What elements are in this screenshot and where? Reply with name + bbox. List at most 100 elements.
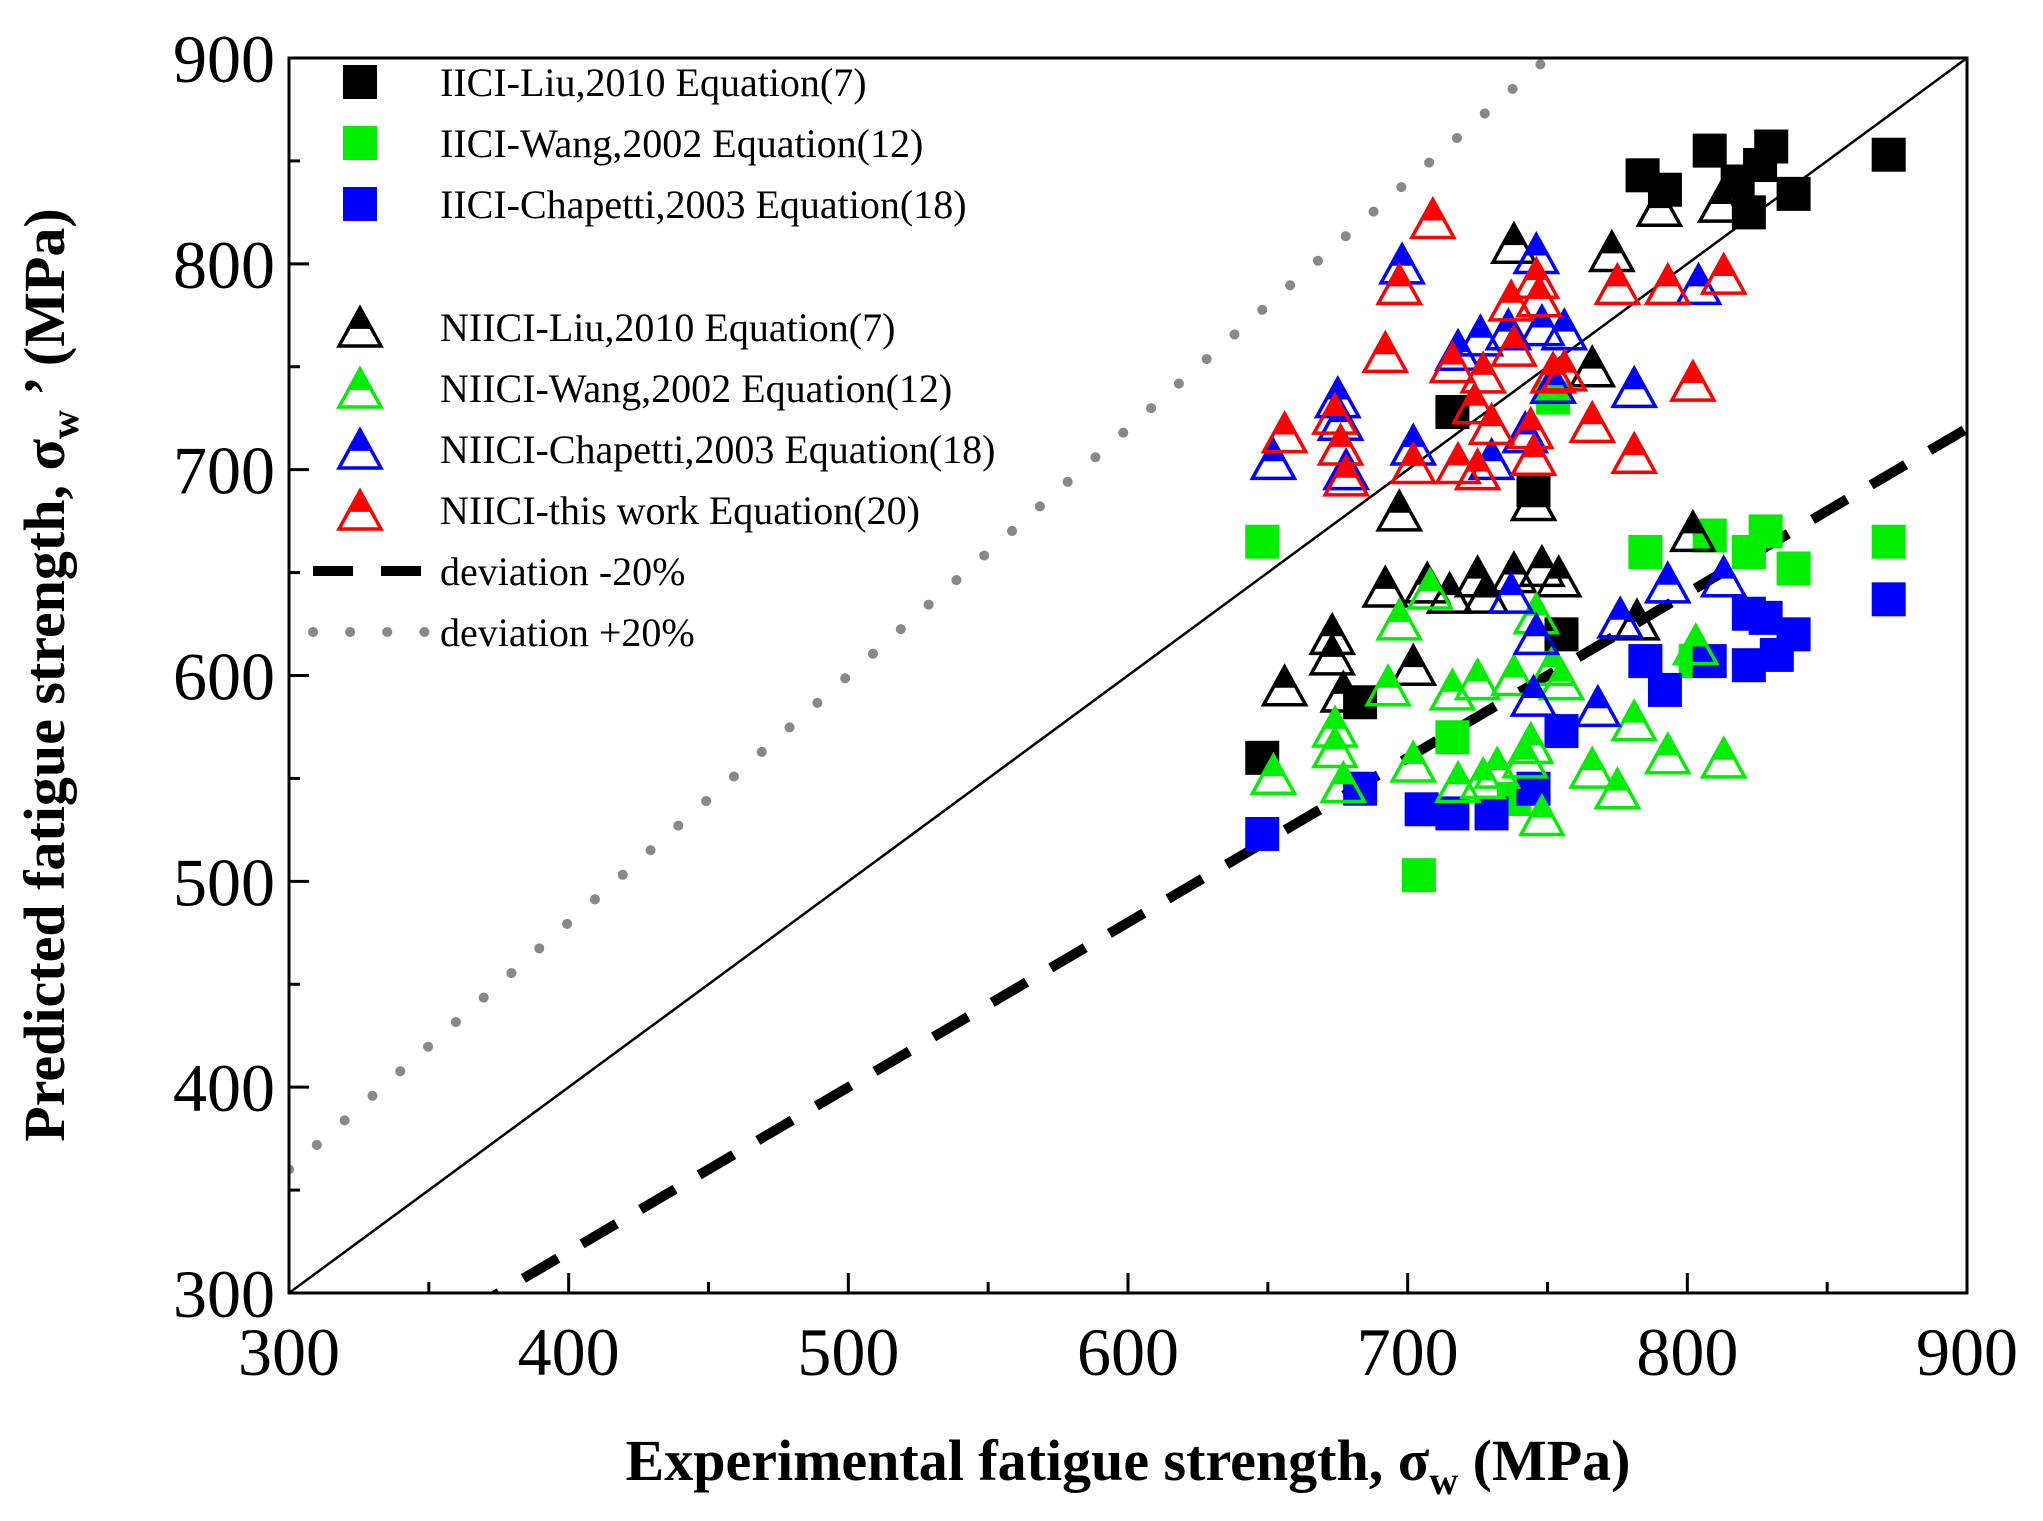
- y-tick-label-800: 800: [173, 227, 275, 303]
- point-niici-wang-2002-equation-12-22: [1610, 698, 1659, 742]
- series-niici-liu-2010-equation-7: [1260, 179, 1745, 713]
- legend-label-deviation-20: deviation -20%: [440, 549, 686, 594]
- y-tick-label-500: 500: [173, 844, 275, 920]
- point-niici-wang-2002-equation-12-0: [1249, 751, 1298, 796]
- point-niici-this-work-equation-20-13: [1467, 401, 1516, 446]
- point-niici-this-work-equation-20-27: [1699, 251, 1748, 295]
- legend-symbol-niici-wang-2002-equation-12: [336, 365, 384, 409]
- point-niici-wang-2002-equation-12-5: [1375, 597, 1424, 641]
- point-niici-liu-2010-equation-7-12: [1509, 477, 1558, 522]
- point-niici-chapetti-2003-equation-18-7: [1456, 313, 1505, 357]
- legend-symbol-iici-liu-2010-equation-7: [343, 65, 377, 99]
- point-niici-chapetti-2003-equation-18-23: [1699, 554, 1748, 598]
- point-niici-liu-2010-equation-7-8: [1425, 570, 1474, 614]
- y-axis-title-suffix: ’ (MPa): [12, 208, 77, 410]
- point-niici-wang-2002-equation-12-3: [1319, 759, 1368, 804]
- legend-label-niici-wang-2002-equation-12: NIICI-Wang,2002 Equation(12): [440, 366, 952, 411]
- point-niici-chapetti-2003-equation-18-20: [1610, 364, 1659, 409]
- x-axis-title-sub: w: [1429, 1458, 1458, 1503]
- point-iici-liu-2010-equation-7-13: [1871, 137, 1906, 172]
- point-niici-this-work-equation-20-10: [1450, 381, 1499, 425]
- point-iici-chapetti-2003-equation-18-14: [1776, 617, 1811, 652]
- point-iici-wang-2002-equation-12-5: [1628, 535, 1663, 569]
- point-niici-wang-2002-equation-12-24: [1671, 622, 1720, 666]
- point-iici-liu-2010-equation-7-7: [1692, 133, 1727, 168]
- legend-symbol-niici-this-work-equation-20: [336, 487, 384, 531]
- point-niici-chapetti-2003-equation-18-21: [1643, 560, 1692, 604]
- y-tick-label-600: 600: [173, 639, 275, 715]
- point-iici-chapetti-2003-equation-18-8: [1647, 672, 1682, 707]
- series-niici-this-work-equation-20: [1260, 195, 1748, 497]
- legend-item-deviation-20: deviation -20%: [313, 549, 686, 594]
- point-niici-wang-2002-equation-12-10: [1453, 656, 1502, 701]
- point-niici-this-work-equation-20-12: [1459, 350, 1508, 394]
- x-tick-label-300: 300: [238, 1314, 340, 1390]
- point-niici-chapetti-2003-equation-18-19: [1596, 595, 1645, 639]
- legend-item-niici-liu-2010-equation-7: NIICI-Liu,2010 Equation(7): [336, 304, 895, 350]
- legend-label-niici-chapetti-2003-equation-18: NIICI-Chapetti,2003 Equation(18): [440, 427, 995, 472]
- y-tick-label-400: 400: [173, 1050, 275, 1126]
- point-niici-this-work-equation-20-7: [1408, 195, 1457, 240]
- point-niici-this-work-equation-20-23: [1593, 261, 1642, 306]
- point-niici-chapetti-2003-equation-18-10: [1487, 570, 1536, 614]
- y-axis-title: Predicted fatigue strength, σw ’ (MPa): [12, 208, 87, 1141]
- legend-item-deviation-20: deviation +20%: [308, 610, 695, 655]
- legend-label-niici-liu-2010-equation-7: NIICI-Liu,2010 Equation(7): [440, 305, 895, 350]
- x-axis-title: Experimental fatigue strength, σw (MPa): [626, 1428, 1631, 1503]
- point-niici-chapetti-2003-equation-18-18: [1573, 683, 1622, 728]
- point-iici-liu-2010-equation-7-11: [1754, 129, 1789, 164]
- point-niici-liu-2010-equation-7-4: [1361, 564, 1410, 608]
- point-iici-chapetti-2003-equation-18-2: [1404, 792, 1439, 827]
- y-tick-label-700: 700: [173, 433, 275, 509]
- x-tick-label-400: 400: [518, 1314, 620, 1390]
- point-niici-liu-2010-equation-7-0: [1260, 663, 1309, 707]
- point-niici-this-work-equation-20-4: [1361, 329, 1410, 374]
- series-niici-chapetti-2003-equation-18: [1249, 230, 1748, 728]
- point-iici-wang-2002-equation-12-11: [1871, 524, 1906, 559]
- point-niici-wang-2002-equation-12-2: [1310, 724, 1359, 769]
- x-tick-label-800: 800: [1636, 1314, 1738, 1390]
- reference-line-deviation-20: [488, 424, 1967, 1293]
- legend-item-iici-wang-2002-equation-12: IICI-Wang,2002 Equation(12): [343, 121, 923, 166]
- point-niici-this-work-equation-20-3: [1322, 453, 1371, 497]
- point-niici-liu-2010-equation-7-3: [1319, 669, 1368, 713]
- point-niici-liu-2010-equation-7-21: [1489, 220, 1538, 264]
- reference-line-one-to-one: [289, 58, 1967, 1293]
- y-axis-title-main: Predicted fatigue strength, σ: [12, 439, 77, 1142]
- point-niici-liu-2010-equation-7-15: [1568, 344, 1617, 388]
- y-tick-label-300: 300: [173, 1256, 275, 1332]
- legend-item-iici-liu-2010-equation-7: IICI-Liu,2010 Equation(7): [343, 60, 867, 105]
- point-niici-liu-2010-equation-7-19: [1668, 508, 1717, 553]
- point-niici-this-work-equation-20-25: [1643, 261, 1692, 306]
- point-iici-chapetti-2003-equation-18-6: [1544, 714, 1579, 749]
- legend-symbol-iici-wang-2002-equation-12: [343, 126, 377, 160]
- legend-symbol-iici-chapetti-2003-equation-18: [343, 187, 377, 221]
- point-niici-this-work-equation-20-5: [1375, 261, 1424, 306]
- point-niici-wang-2002-equation-12-6: [1389, 739, 1438, 783]
- point-iici-chapetti-2003-equation-18-0: [1245, 816, 1280, 851]
- point-iici-wang-2002-equation-12-1: [1401, 858, 1436, 893]
- point-niici-wang-2002-equation-12-7: [1406, 566, 1455, 610]
- legend-item-niici-wang-2002-equation-12: NIICI-Wang,2002 Equation(12): [336, 365, 952, 411]
- legend: IICI-Liu,2010 Equation(7) IICI-Wang,2002 …: [308, 60, 995, 655]
- x-tick-label-700: 700: [1357, 1314, 1459, 1390]
- point-niici-this-work-equation-20-0: [1260, 409, 1309, 454]
- point-iici-liu-2010-equation-7-12: [1776, 176, 1811, 211]
- point-iici-chapetti-2003-equation-18-15: [1871, 582, 1906, 617]
- x-tick-label-600: 600: [1077, 1314, 1179, 1390]
- point-niici-wang-2002-equation-12-23: [1643, 731, 1692, 775]
- legend-item-niici-chapetti-2003-equation-18: NIICI-Chapetti,2003 Equation(18): [336, 426, 995, 472]
- point-niici-liu-2010-equation-7-16: [1587, 228, 1636, 273]
- point-iici-wang-2002-equation-12-9: [1748, 514, 1783, 549]
- point-niici-wang-2002-equation-12-15: [1506, 720, 1555, 765]
- point-niici-liu-2010-equation-7-14: [1534, 554, 1583, 598]
- point-niici-this-work-equation-20-22: [1568, 399, 1617, 444]
- point-niici-wang-2002-equation-12-20: [1568, 745, 1617, 789]
- point-iici-wang-2002-equation-12-2: [1435, 720, 1470, 755]
- point-niici-wang-2002-equation-12-11: [1459, 755, 1508, 800]
- point-niici-wang-2002-equation-12-25: [1699, 735, 1748, 779]
- legend-item-niici-this-work-equation-20: NIICI-this work Equation(20): [336, 487, 920, 533]
- point-niici-chapetti-2003-equation-18-13: [1512, 611, 1561, 656]
- legend-item-iici-chapetti-2003-equation-18: IICI-Chapetti,2003 Equation(18): [343, 182, 967, 227]
- point-niici-this-work-equation-20-24: [1610, 430, 1659, 474]
